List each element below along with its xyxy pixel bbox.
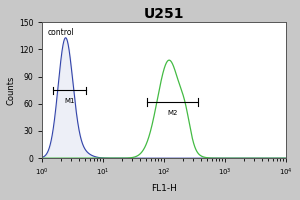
Y-axis label: Counts: Counts	[7, 75, 16, 105]
Text: M2: M2	[167, 110, 178, 116]
Text: control: control	[47, 28, 74, 37]
X-axis label: FL1-H: FL1-H	[151, 184, 177, 193]
Title: U251: U251	[144, 7, 184, 21]
Text: M1: M1	[64, 98, 75, 104]
